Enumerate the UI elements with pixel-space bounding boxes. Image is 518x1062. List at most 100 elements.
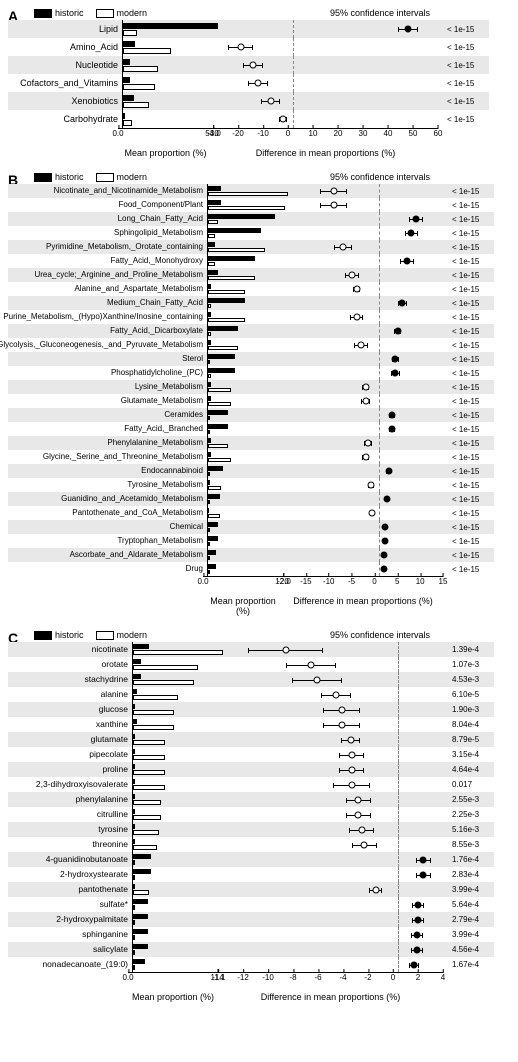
data-row: phenylalanine2.55e-3 (8, 792, 510, 807)
zero-line (293, 110, 294, 128)
row-label: Pyrimidine_Metabolism,_Orotate_containin… (8, 240, 207, 254)
zero-line (293, 20, 294, 38)
bar-historic (208, 284, 211, 289)
zero-line (379, 338, 380, 352)
q-value: < 1e-15 (448, 352, 494, 366)
diff-axis: -20-15-10-5051015 (283, 576, 443, 586)
diff-marker (348, 751, 355, 758)
q-value: < 1e-15 (448, 492, 494, 506)
row-label: Medium_Chain_Fatty_Acid (8, 296, 207, 310)
diff-marker (362, 398, 369, 405)
tick: -20 (277, 577, 289, 586)
zero-line (379, 380, 380, 394)
data-row: tyrosine5.16e-3 (8, 822, 510, 837)
q-value: < 1e-15 (448, 366, 494, 380)
bar-cell (207, 240, 288, 254)
q-value: < 1e-15 (448, 562, 494, 576)
bar-cell (132, 927, 223, 942)
diff-cell (223, 852, 448, 867)
q-value: < 1e-15 (443, 20, 489, 38)
data-row: Long_Chain_Fatty_Acid< 1e-15 (8, 212, 510, 226)
row-label: Glutamate_Metabolism (8, 394, 207, 408)
row-label: Sphingolipid_Metabolism (8, 226, 207, 240)
bar-modern (208, 528, 210, 533)
tick: 0.0 (122, 973, 133, 982)
q-value: 0.017 (448, 777, 494, 792)
ci-title: 95% confidence intervals (330, 630, 430, 640)
q-value: < 1e-15 (448, 184, 494, 198)
diff-cell (288, 254, 448, 268)
diff-marker (362, 454, 369, 461)
row-label: Purine_Metabolism,_(Hypo)Xanthine/Inosin… (8, 310, 207, 324)
q-value: < 1e-15 (443, 110, 489, 128)
bar-modern (133, 950, 135, 955)
diff-marker (313, 676, 320, 683)
row-label: Fatty_Acid,_Monohydroxy (8, 254, 207, 268)
data-row: Glycine,_Serine_and_Threonine_Metabolism… (8, 450, 510, 464)
bar-modern (123, 66, 158, 72)
row-label: Fatty_Acid,_Dicarboxylate (8, 324, 207, 338)
q-value: 1.76e-4 (448, 852, 494, 867)
q-value: 5.16e-3 (448, 822, 494, 837)
zero-line (379, 296, 380, 310)
legend-label: modern (117, 172, 148, 182)
bar-historic (133, 644, 149, 649)
bar-modern (208, 514, 220, 519)
zero-line (293, 92, 294, 110)
diff-axis: -30-20-100102030405060 (213, 128, 438, 138)
bar-historic (208, 228, 261, 233)
row-label: Amino_Acid (8, 38, 122, 56)
q-value: < 1e-15 (448, 520, 494, 534)
diff-marker (385, 468, 392, 475)
bar-modern (133, 695, 178, 700)
diff-marker (330, 202, 337, 209)
tick: 0 (372, 577, 376, 586)
bar-historic (208, 438, 211, 443)
zero-line (379, 268, 380, 282)
q-value: < 1e-15 (448, 226, 494, 240)
zero-line (398, 822, 399, 837)
diff-marker (415, 901, 422, 908)
tick: -10 (257, 129, 269, 138)
zero-line (398, 702, 399, 717)
q-value: 4.53e-3 (448, 672, 494, 687)
bar-cell (132, 942, 223, 957)
row-label: phenylalanine (8, 792, 132, 807)
chart: nicotinate1.39e-4orotate1.07e-3stachydri… (8, 642, 510, 972)
data-row: Guanidino_and_Acetamido_Metabolism< 1e-1… (8, 492, 510, 506)
bar-cell (122, 56, 218, 74)
bar-historic (208, 186, 221, 191)
zero-line (398, 762, 399, 777)
q-value: < 1e-15 (448, 506, 494, 520)
q-value: < 1e-15 (448, 408, 494, 422)
axis-label-row: Mean proportion (%)Difference in mean pr… (8, 148, 510, 158)
tick: -30 (207, 129, 219, 138)
zero-line (379, 366, 380, 380)
data-row: glutamate8.79e-5 (8, 732, 510, 747)
tick: -20 (232, 129, 244, 138)
q-value: 2.83e-4 (448, 867, 494, 882)
q-value: < 1e-15 (448, 450, 494, 464)
row-label: Ceramides (8, 408, 207, 422)
row-label: Food_Component/Plant (8, 198, 207, 212)
q-value: < 1e-15 (448, 534, 494, 548)
q-value: 1.90e-3 (448, 702, 494, 717)
bar-modern (133, 755, 165, 760)
bar-historic (123, 23, 218, 29)
row-label: Carbohydrate (8, 110, 122, 128)
chart-wrap: Lipid< 1e-15Amino_Acid< 1e-15Nucleotide<… (8, 20, 510, 128)
q-value: < 1e-15 (448, 254, 494, 268)
diff-axis-label: Difference in mean proportions (%) (213, 148, 438, 158)
bar-cell (122, 20, 218, 38)
chart: Lipid< 1e-15Amino_Acid< 1e-15Nucleotide<… (8, 20, 510, 128)
bar-historic (133, 749, 135, 754)
zero-line (379, 352, 380, 366)
data-row: Nicotinate_and_Nicotinamide_Metabolism< … (8, 184, 510, 198)
bar-modern (133, 770, 165, 775)
row-label: orotate (8, 657, 132, 672)
bar-modern (123, 48, 171, 54)
bar-historic (133, 719, 137, 724)
diff-cell (218, 38, 443, 56)
zero-line (379, 240, 380, 254)
bar-historic (133, 674, 141, 679)
